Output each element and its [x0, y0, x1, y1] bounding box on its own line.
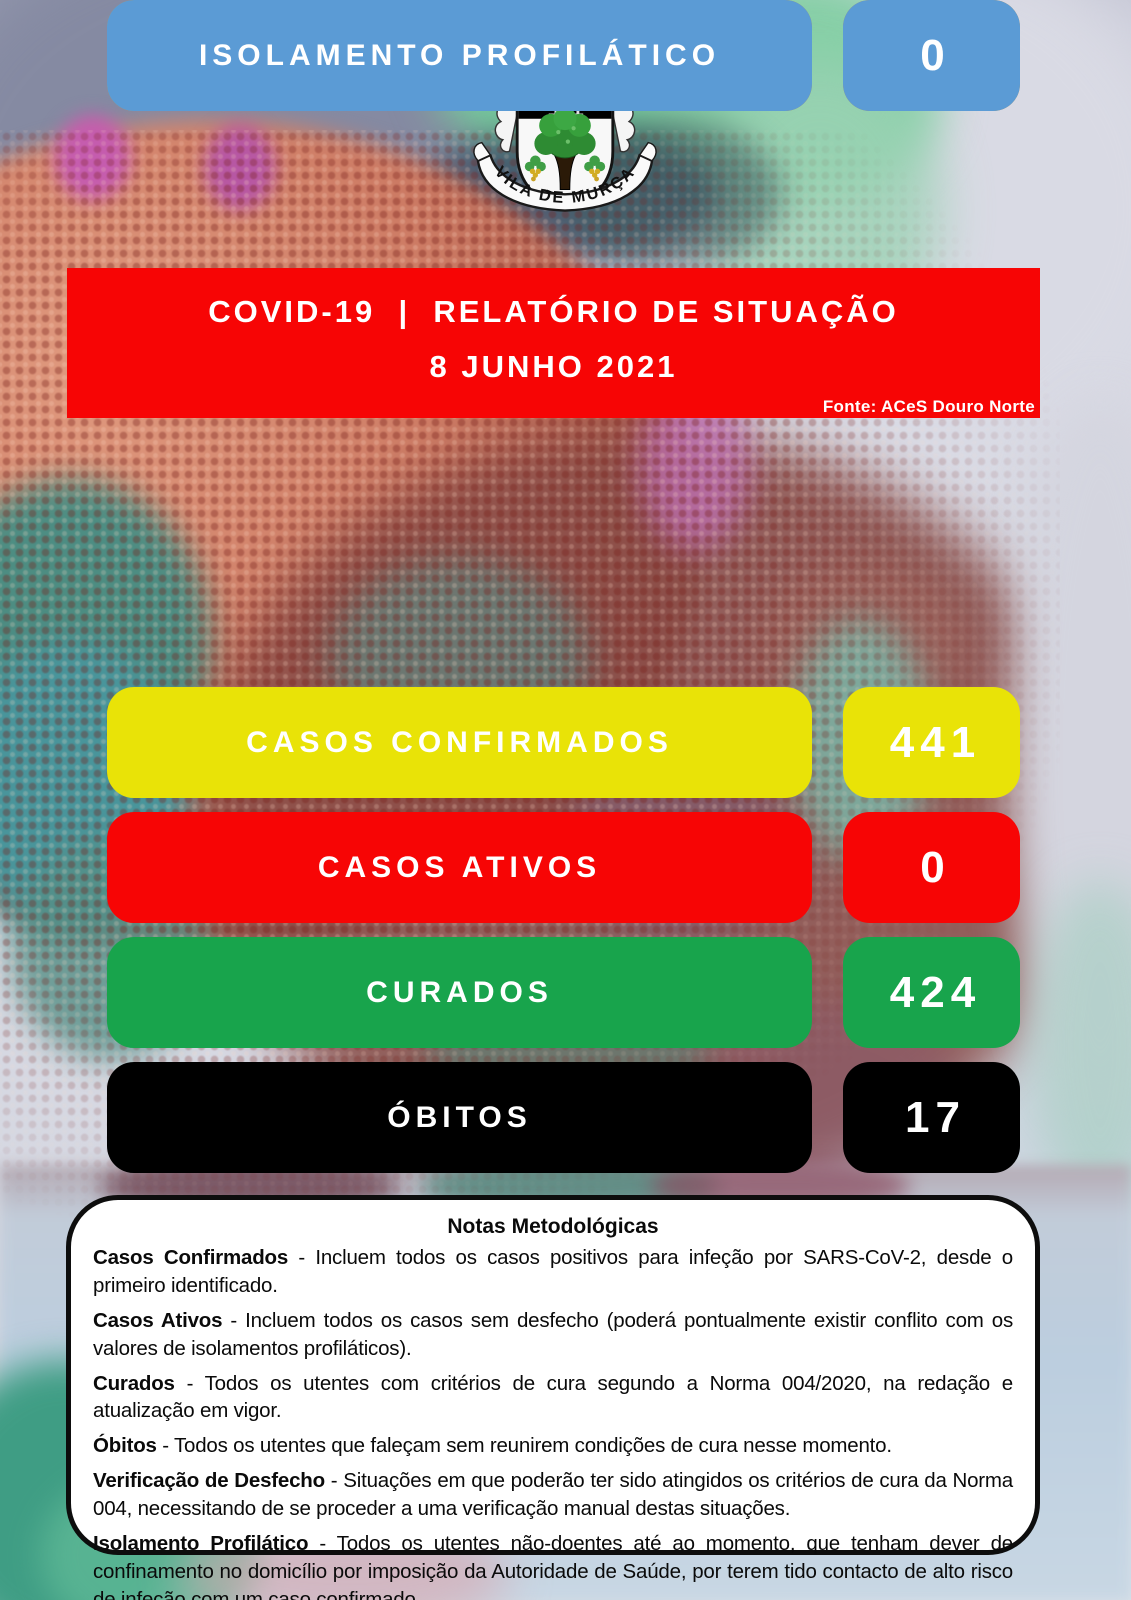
- stat-row-casos-ativos: CASOS ATIVOS 0: [0, 812, 1131, 923]
- stat-value: 0: [843, 812, 1020, 923]
- stat-value: 441: [843, 687, 1020, 798]
- report-banner: COVID-19 | RELATÓRIO DE SITUAÇÃO 8 JUNHO…: [67, 268, 1040, 418]
- note-term: Casos Ativos: [93, 1308, 223, 1332]
- note-item-casos-ativos: Casos Ativos - Incluem todos os casos se…: [93, 1307, 1013, 1363]
- stat-row-casos-confirmados: CASOS CONFIRMADOS 441: [0, 687, 1131, 798]
- note-item-casos-confirmados: Casos Confirmados - Incluem todos os cas…: [93, 1244, 1013, 1300]
- stat-value: 424: [843, 937, 1020, 1048]
- note-text: - Incluem todos os casos sem desfecho (p…: [93, 1308, 1014, 1360]
- notes-title: Notas Metodológicas: [447, 1215, 659, 1238]
- note-term: Verificação de Desfecho: [93, 1469, 325, 1493]
- note-term: Curados: [93, 1371, 175, 1395]
- tree-icon: [534, 107, 596, 196]
- stat-label: CASOS CONFIRMADOS: [107, 687, 812, 798]
- note-term: Óbitos: [93, 1434, 157, 1458]
- stat-label: ISOLAMENTO PROFILÁTICO: [107, 0, 812, 111]
- banner-date: 8 JUNHO 2021: [429, 349, 678, 384]
- note-text: - Incluem todos os casos positivos para …: [93, 1246, 1013, 1297]
- stat-row-obitos: ÓBITOS 17: [0, 1062, 1131, 1173]
- stat-label: ÓBITOS: [107, 1062, 812, 1173]
- note-term: Casos Confirmados: [93, 1246, 289, 1269]
- note-item-curados: Curados - Todos os utentes com critérios…: [93, 1370, 1013, 1426]
- note-text: - Todos os utentes com critérios de cura…: [93, 1371, 1013, 1423]
- stat-value: 17: [843, 1062, 1020, 1173]
- grape-cluster-icon: [524, 155, 606, 182]
- banner-title: COVID-19 | RELATÓRIO DE SITUAÇÃO: [208, 294, 899, 329]
- note-item-isolamento-profilatico: Isolamento Profilático - Todos os utente…: [93, 1530, 1013, 1600]
- bg-magenta-spike: [205, 125, 275, 210]
- stat-row-isolamento-profilatico: ISOLAMENTO PROFILÁTICO 0: [0, 0, 1131, 111]
- note-text: - Todos os utentes não-doentes até ao mo…: [93, 1531, 1014, 1600]
- note-item-obitos: Óbitos - Todos os utentes que faleçam se…: [93, 1432, 1013, 1460]
- note-term: Isolamento Profilático: [93, 1531, 309, 1555]
- note-item-verificacao-desfecho: Verificação de Desfecho - Situações em q…: [93, 1467, 1013, 1523]
- banner-source: Fonte: ACeS Douro Norte: [822, 397, 1035, 416]
- note-text: - Todos os utentes que faleçam sem reuni…: [162, 1434, 892, 1458]
- stat-label: CURADOS: [107, 937, 812, 1048]
- bg-teal-streak: [1030, 880, 1131, 1210]
- stat-value: 0: [843, 0, 1020, 111]
- bg-magenta-spike: [55, 115, 130, 200]
- stat-row-curados: CURADOS 424: [0, 937, 1131, 1048]
- notes-box: Notas Metodológicas Casos Confirmados - …: [66, 1195, 1040, 1600]
- stat-label: CASOS ATIVOS: [107, 812, 812, 923]
- note-text: - Situações em que poderão ter sido atin…: [93, 1469, 1014, 1520]
